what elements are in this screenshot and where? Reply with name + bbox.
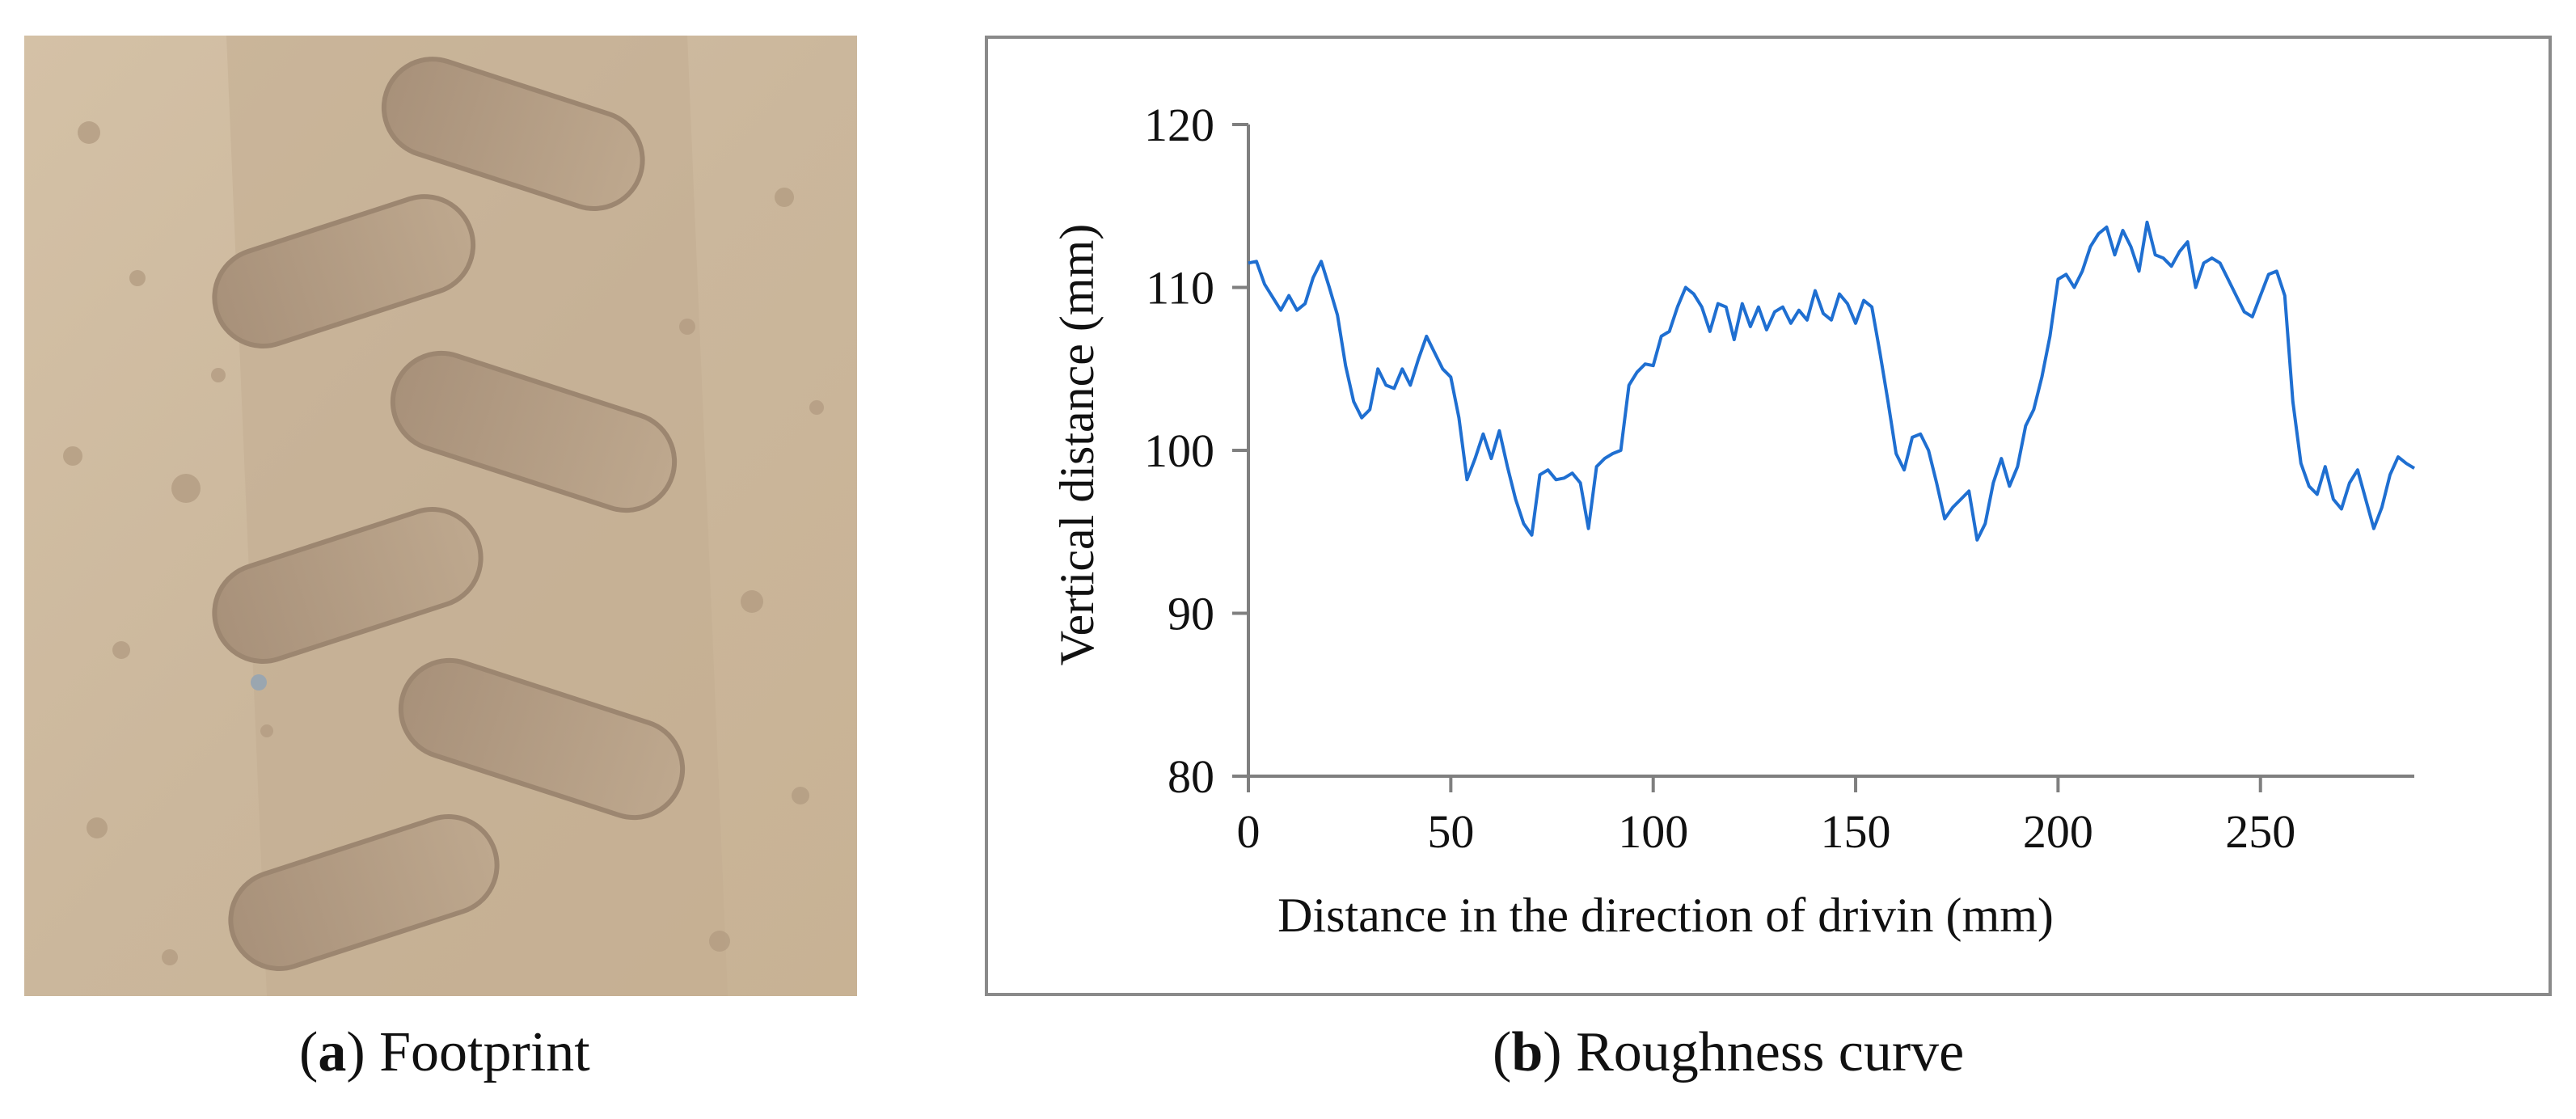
caption-b-letter: b [1511, 1021, 1543, 1083]
caption-a-letter: a [318, 1021, 347, 1083]
footprint-photo [24, 36, 857, 996]
caption-a-text: Footprint [379, 1021, 590, 1083]
y-tick-label: 120 [1144, 99, 1214, 151]
roughness-chart-frame: 80 90 100 110 120 0 50 100 150 200 250 Vertical di… [985, 36, 2552, 996]
y-axis-label: Vertical distance (mm) [1050, 224, 1104, 665]
roughness-series-line [1248, 220, 2416, 542]
y-tick-label: 110 [1146, 262, 1214, 315]
chart-axes [1247, 125, 2414, 778]
y-tick-label: 100 [1144, 424, 1214, 477]
x-tick-label: 200 [2023, 805, 2093, 858]
y-tick-label: 80 [1168, 750, 1214, 803]
caption-footprint: (a) Footprint [299, 1021, 590, 1083]
chart-ticks: 80 90 100 110 120 0 50 100 150 200 250 [1144, 99, 2295, 858]
caption-roughness-curve: (b) Roughness curve [1493, 1021, 1965, 1083]
x-tick-label: 0 [1237, 805, 1261, 858]
x-axis-label: Distance in the direction of drivin (mm) [1277, 889, 2054, 942]
y-tick-label: 90 [1168, 588, 1214, 640]
roughness-chart: 80 90 100 110 120 0 50 100 150 200 250 Vertical di… [1050, 99, 2416, 942]
x-tick-label: 100 [1618, 805, 1688, 858]
x-tick-label: 250 [2225, 805, 2295, 858]
caption-b-text: Roughness curve [1576, 1021, 1965, 1083]
x-tick-label: 50 [1427, 805, 1474, 858]
x-tick-label: 150 [1821, 805, 1891, 858]
